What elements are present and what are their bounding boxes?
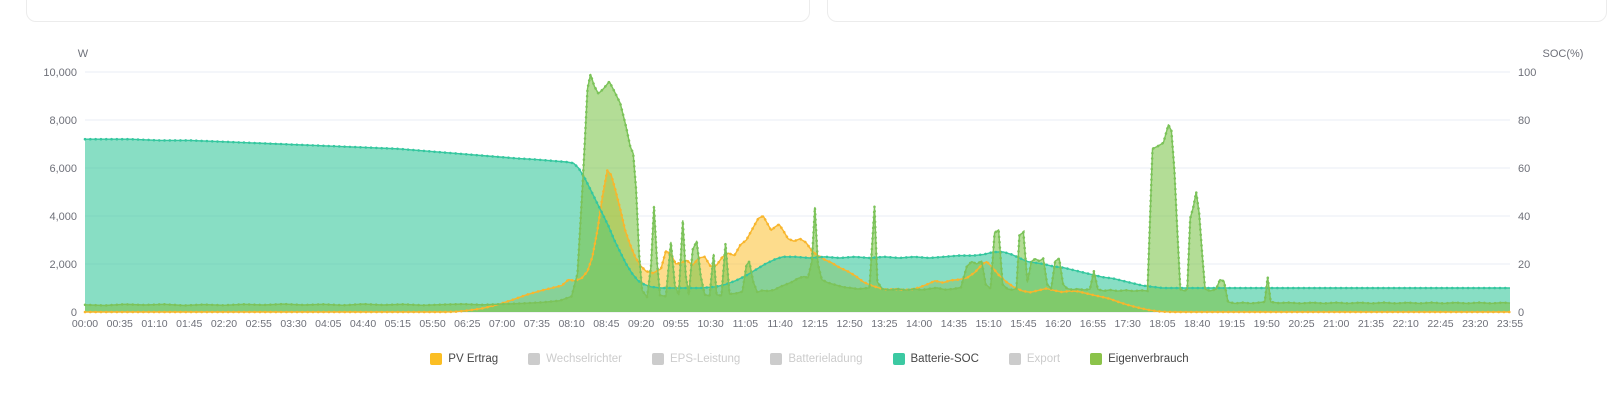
y-axis-left-tick-label: 4,000 <box>49 211 77 223</box>
legend-label: Eigenverbrauch <box>1108 353 1189 365</box>
x-axis-tick-label: 01:10 <box>141 318 167 330</box>
y-axis-right-tick-label: 100 <box>1518 67 1536 79</box>
legend-swatch-icon <box>1090 353 1103 365</box>
x-axis-tick-label: 23:20 <box>1462 318 1488 330</box>
legend-item-batterieladung[interactable]: Batterieladung <box>770 352 863 366</box>
y-axis-left-tick-label: 2,000 <box>49 259 77 271</box>
legend-label: PV Ertrag <box>448 353 499 365</box>
x-axis-tick-label: 00:35 <box>107 318 133 330</box>
legend-label: Export <box>1026 353 1061 365</box>
legend-label: Batterie-SOC <box>910 353 979 365</box>
x-axis-tick-label: 08:45 <box>593 318 619 330</box>
x-axis-tick-label: 07:35 <box>524 318 550 330</box>
x-axis-tick-label: 02:20 <box>211 318 237 330</box>
series-markers-pv-ertrag <box>83 167 1512 314</box>
x-axis-tick-label: 08:10 <box>558 318 584 330</box>
series-lines <box>83 69 1512 314</box>
y-axis-right-tick-label: 20 <box>1518 259 1530 271</box>
legend-label: Wechselrichter <box>546 353 622 365</box>
x-axis-tick-label: 16:20 <box>1045 318 1071 330</box>
series-markers-eigenverbrauch <box>83 69 1512 307</box>
y-axis-left-tick-label: 0 <box>71 307 77 319</box>
x-axis-tick-label: 16:55 <box>1080 318 1106 330</box>
series-area-pv-ertrag <box>85 170 1510 312</box>
y-axis-right-tick-label: 0 <box>1518 307 1524 319</box>
x-axis-tick-label: 19:15 <box>1219 318 1245 330</box>
legend-label: Batterieladung <box>788 353 863 365</box>
y-axis-right: 0 20 40 60 80 100 SOC(%) <box>1518 48 1583 319</box>
x-axis-tick-label: 06:25 <box>454 318 480 330</box>
legend-swatch-icon <box>528 353 541 365</box>
legend-swatch-icon <box>652 353 664 365</box>
x-axis-tick-label: 00:00 <box>72 318 98 330</box>
x-axis: 00:00 00:35 01:10 01:45 02:20 02:55 03:30 04:05… <box>72 318 1523 330</box>
x-axis-tick-label: 05:50 <box>419 318 445 330</box>
legend-item-export[interactable]: Export <box>1008 352 1061 366</box>
legend-swatch-icon <box>1008 353 1021 365</box>
y-axis-right-name: SOC(%) <box>1543 48 1584 60</box>
x-axis-tick-label: 21:35 <box>1358 318 1384 330</box>
x-axis-tick-label: 18:05 <box>1149 318 1175 330</box>
x-axis-tick-label: 14:00 <box>906 318 932 330</box>
x-axis-tick-label: 03:30 <box>280 318 306 330</box>
chart-legend: PV Ertrag Wechselrichter EPS-Leistung Batte… <box>0 352 1619 366</box>
x-axis-tick-label: 18:40 <box>1184 318 1210 330</box>
x-axis-tick-label: 14:35 <box>941 318 967 330</box>
legend-swatch-icon <box>770 353 783 365</box>
y-axis-left-tick-label: 8,000 <box>49 115 77 127</box>
legend-swatch-icon <box>892 353 905 365</box>
x-axis-tick-label: 11:40 <box>767 318 793 330</box>
x-axis-tick-label: 23:55 <box>1497 318 1523 330</box>
x-axis-tick-label: 09:20 <box>628 318 654 330</box>
legend-swatch-icon <box>430 353 443 365</box>
x-axis-tick-label: 20:25 <box>1288 318 1314 330</box>
series-area-batterie-soc <box>85 139 1510 312</box>
legend-label: EPS-Leistung <box>670 353 741 365</box>
x-axis-tick-label: 01:45 <box>176 318 202 330</box>
legend-item-eigenverbrauch[interactable]: Eigenverbrauch <box>1090 352 1189 366</box>
x-axis-tick-label: 19:50 <box>1254 318 1280 330</box>
x-axis-tick-label: 22:45 <box>1427 318 1453 330</box>
x-axis-tick-label: 12:50 <box>836 318 862 330</box>
x-axis-tick-label: 04:05 <box>315 318 341 330</box>
summary-card-right <box>827 0 1607 22</box>
x-axis-tick-label: 09:55 <box>663 318 689 330</box>
x-axis-tick-label: 15:10 <box>976 318 1002 330</box>
x-axis-tick-label: 10:30 <box>697 318 723 330</box>
x-axis-tick-label: 11:05 <box>733 318 759 330</box>
legend-item-pv-ertrag[interactable]: PV Ertrag <box>430 352 498 366</box>
x-axis-tick-label: 05:15 <box>385 318 411 330</box>
legend-item-wechselrichter[interactable]: Wechselrichter <box>528 352 622 366</box>
legend-item-eps-leistung[interactable]: EPS-Leistung <box>652 352 740 366</box>
summary-card-left <box>26 0 810 22</box>
series-fills <box>85 74 1510 313</box>
x-axis-tick-label: 12:15 <box>802 318 828 330</box>
y-axis-left-tick-label: 10,000 <box>43 67 77 79</box>
x-axis-tick-label: 02:55 <box>246 318 272 330</box>
series-line-batterie-soc <box>85 138 1510 289</box>
x-axis-tick-label: 04:40 <box>350 318 376 330</box>
x-axis-tick-label: 13:25 <box>871 318 897 330</box>
x-axis-tick-label: 07:00 <box>489 318 515 330</box>
y-axis-right-tick-label: 80 <box>1518 115 1530 127</box>
y-axis-right-tick-label: 60 <box>1518 163 1530 175</box>
y-axis-left-tick-label: 6,000 <box>49 163 77 175</box>
legend-item-batterie-soc[interactable]: Batterie-SOC <box>892 352 979 366</box>
x-axis-tick-label: 17:30 <box>1115 318 1141 330</box>
series-area-eigenverbrauch <box>85 74 1510 313</box>
y-axis-right-tick-label: 40 <box>1518 211 1530 223</box>
x-axis-tick-label: 15:45 <box>1010 318 1036 330</box>
x-axis-tick-label: 22:10 <box>1393 318 1419 330</box>
x-axis-tick-label: 21:00 <box>1323 318 1349 330</box>
y-axis-left-name: W <box>78 48 89 60</box>
